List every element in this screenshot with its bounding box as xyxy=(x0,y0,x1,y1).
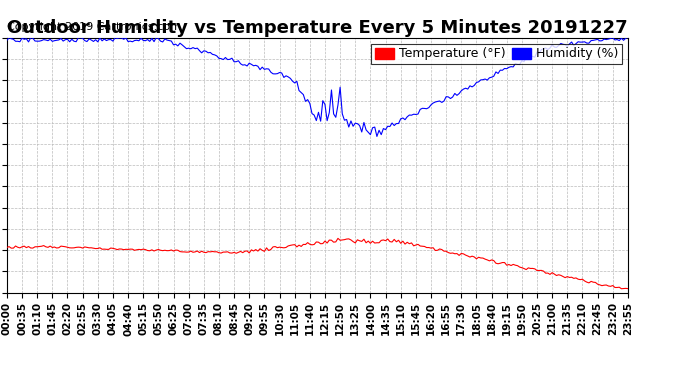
Legend: Temperature (°F), Humidity (%): Temperature (°F), Humidity (%) xyxy=(371,44,622,64)
Title: Outdoor Humidity vs Temperature Every 5 Minutes 20191227: Outdoor Humidity vs Temperature Every 5 … xyxy=(7,20,628,38)
Text: Copyright 2019 Cartronics.com: Copyright 2019 Cartronics.com xyxy=(7,22,181,32)
